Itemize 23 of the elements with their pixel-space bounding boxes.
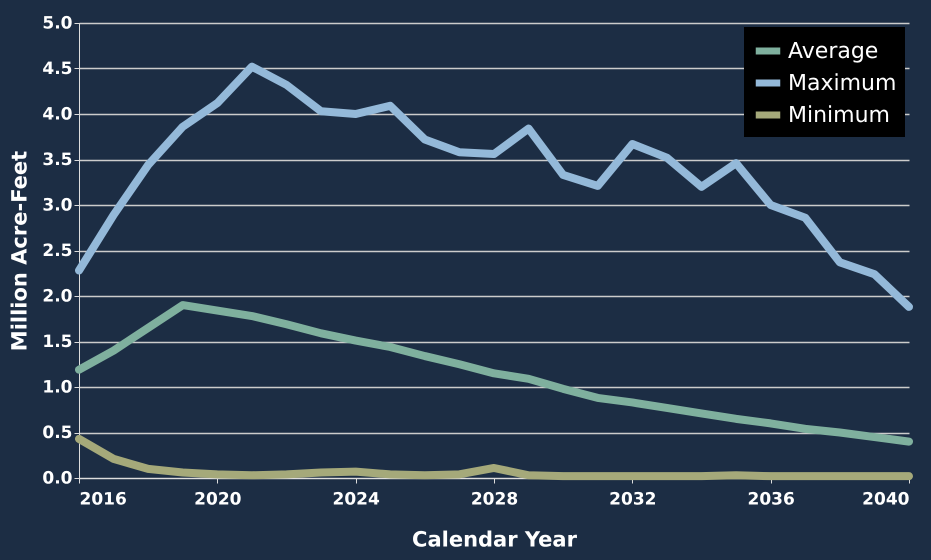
y-tick-label: 5.0 <box>42 14 73 34</box>
x-axis-title: Calendar Year <box>412 528 578 552</box>
x-tick-label: 2032 <box>609 490 656 510</box>
y-tick-label: 4.5 <box>42 59 72 79</box>
y-tick-label: 1.0 <box>42 378 73 398</box>
y-tick-label: 1.5 <box>42 332 72 352</box>
y-tick-label: 2.5 <box>42 241 72 261</box>
y-tick-label: 3.5 <box>42 150 72 170</box>
x-tick-label: 2016 <box>80 490 127 510</box>
y-tick-label: 0.0 <box>42 468 73 488</box>
y-tick-label: 3.0 <box>42 196 73 216</box>
x-tick-label: 2040 <box>862 490 910 510</box>
legend-label: Minimum <box>788 103 890 128</box>
y-tick-label: 4.0 <box>42 104 73 124</box>
legend-label: Average <box>788 39 878 64</box>
legend-label: Maximum <box>788 71 896 96</box>
y-tick-label: 2.0 <box>42 286 73 306</box>
y-tick-label: 0.5 <box>42 423 72 443</box>
y-axis-title: Million Acre-Feet <box>7 150 32 352</box>
x-tick-label: 2028 <box>470 490 518 510</box>
x-tick-label: 2020 <box>194 490 242 510</box>
x-tick-label: 2024 <box>332 490 380 510</box>
x-tick-label: 2036 <box>748 490 795 510</box>
